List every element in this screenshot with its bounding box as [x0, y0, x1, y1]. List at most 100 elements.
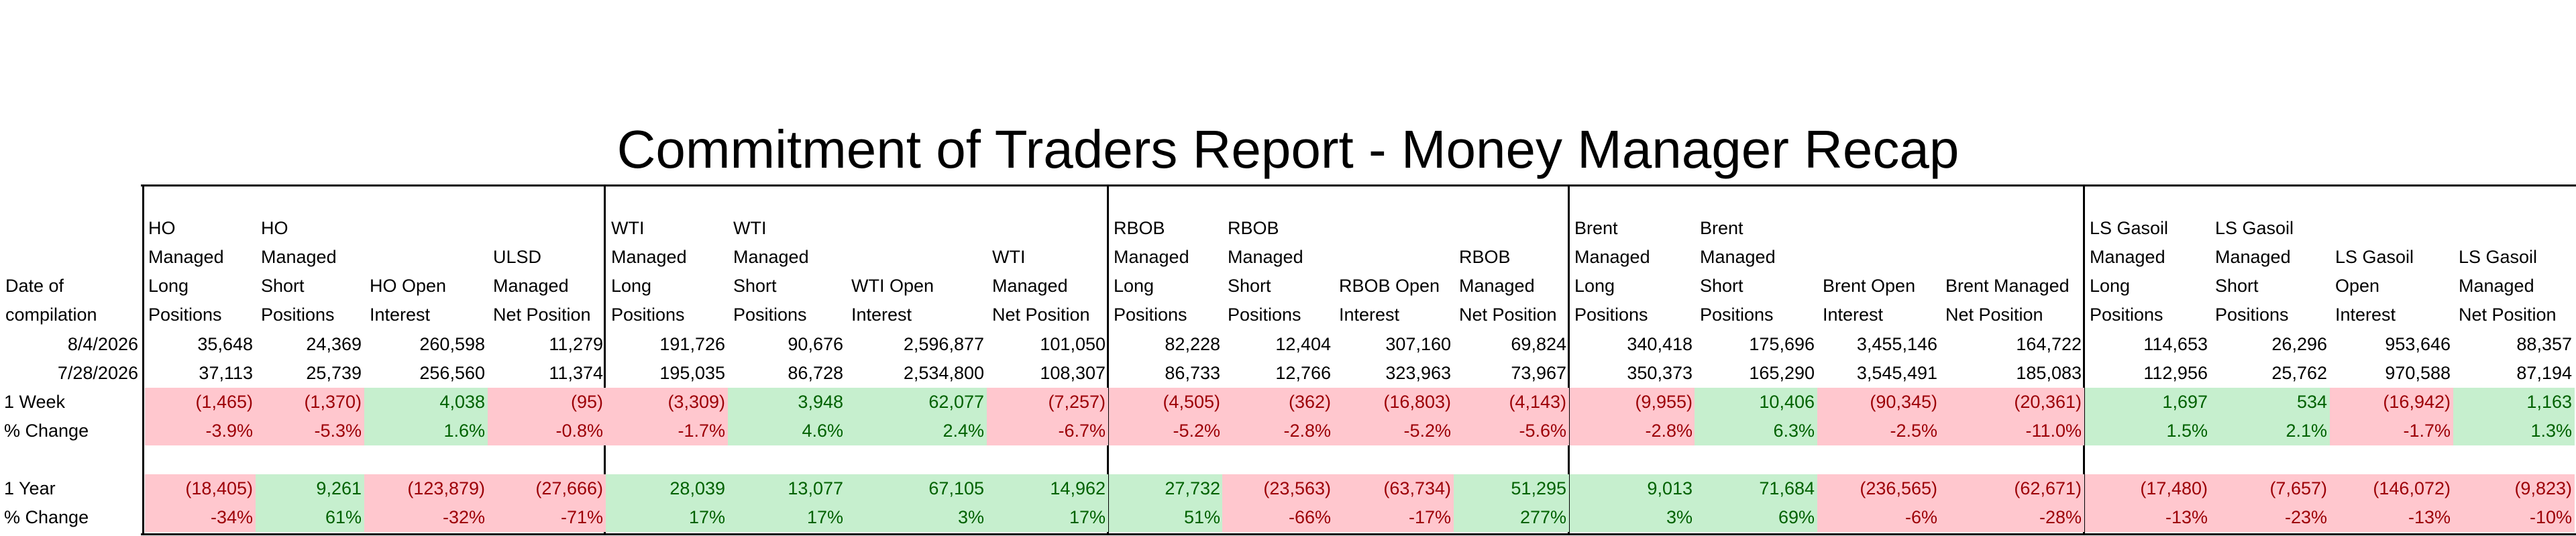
- table-cell: -3.9%: [145, 417, 256, 445]
- table-cell: 2.4%: [846, 417, 987, 445]
- group-divider: [1568, 184, 1570, 535]
- table-cell: 6.3%: [1695, 417, 1817, 445]
- table-cell: 1.6%: [364, 417, 488, 445]
- group-divider: [142, 184, 144, 535]
- table-cell: -0.8%: [488, 417, 606, 445]
- table-cell: 69%: [1695, 503, 1817, 532]
- table-cell: (16,803): [1334, 388, 1454, 417]
- column-header: RBOB Managed Net Position: [1459, 247, 1557, 325]
- column-header: HO Managed Long Positions: [148, 218, 224, 325]
- table-cell: 86,728: [788, 363, 843, 383]
- table-cell: -2.5%: [1817, 417, 1940, 445]
- table-cell: 14,962: [987, 474, 1108, 503]
- table-cell: 953,646: [2385, 334, 2451, 354]
- table-cell: 12,404: [1275, 334, 1331, 354]
- column-header: LS Gasoil Open Interest: [2335, 247, 2414, 325]
- column-header: LS Gasoil Managed Net Position: [2459, 247, 2557, 325]
- table-cell: 69,824: [1511, 334, 1566, 354]
- table-cell: (16,942): [2330, 388, 2453, 417]
- table-cell: -71%: [488, 503, 606, 532]
- table-cell: -5.3%: [256, 417, 364, 445]
- table-cell: 11,279: [549, 334, 603, 354]
- table-cell: 534: [2210, 388, 2330, 417]
- table-cell: 112,956: [2143, 363, 2208, 383]
- column-header: LS Gasoil Managed Long Positions: [2090, 218, 2169, 325]
- column-header: HO Open Interest: [370, 276, 447, 325]
- table-cell: (146,072): [2330, 474, 2453, 503]
- table-cell: (3,309): [606, 388, 728, 417]
- table-cell: 73,967: [1511, 363, 1566, 383]
- table-cell: 28,039: [606, 474, 728, 503]
- table-cell: (90,345): [1817, 388, 1940, 417]
- column-header: RBOB Managed Long Positions: [1114, 218, 1189, 325]
- table-cell: 51,295: [1454, 474, 1569, 503]
- column-header: ULSD Managed Net Position: [493, 247, 591, 325]
- table-cell: (4,505): [1109, 388, 1223, 417]
- table-cell: 114,653: [2143, 334, 2208, 354]
- table-cell: 260,598: [419, 334, 485, 354]
- table-cell: -23%: [2210, 503, 2330, 532]
- table-cell: -6%: [1817, 503, 1940, 532]
- header-date-of-compilation: Date of compilation: [5, 276, 97, 325]
- table-cell: -11.0%: [1940, 417, 2084, 445]
- table-cell: 3,948: [728, 388, 846, 417]
- table-bottom-border: [141, 533, 2576, 535]
- table-cell: 195,035: [659, 363, 725, 383]
- table-cell: 25,762: [2271, 363, 2327, 383]
- table-cell: 164,722: [2016, 334, 2082, 354]
- column-header: Brent Open Interest: [1823, 276, 1916, 325]
- row-label: 8/4/2026: [67, 334, 138, 354]
- table-cell: 12,766: [1275, 363, 1331, 383]
- table-cell: -2.8%: [1570, 417, 1695, 445]
- table-cell: 10,406: [1695, 388, 1817, 417]
- table-cell: 1,697: [2085, 388, 2210, 417]
- row-label: 1 Year: [4, 478, 56, 498]
- recap-table: Date of compilation HO Managed Long Posit…: [0, 184, 2576, 535]
- column-header: RBOB Open Interest: [1339, 276, 1440, 325]
- table-cell: 256,560: [419, 363, 485, 383]
- table-cell: 17%: [728, 503, 846, 532]
- table-cell: 101,050: [1040, 334, 1106, 354]
- table-cell: (63,734): [1334, 474, 1454, 503]
- column-header: Brent Managed Long Positions: [1574, 218, 1650, 325]
- column-header: HO Managed Short Positions: [261, 218, 337, 325]
- table-cell: 165,290: [1749, 363, 1815, 383]
- table-cell: -6.7%: [987, 417, 1108, 445]
- table-cell: 340,418: [1627, 334, 1693, 354]
- table-cell: 191,726: [659, 334, 725, 354]
- table-cell: (9,823): [2453, 474, 2575, 503]
- table-cell: (27,666): [488, 474, 606, 503]
- table-cell: 71,684: [1695, 474, 1817, 503]
- table-cell: (1,370): [256, 388, 364, 417]
- table-cell: -17%: [1334, 503, 1454, 532]
- table-cell: (362): [1222, 388, 1334, 417]
- table-cell: 2.1%: [2210, 417, 2330, 445]
- column-header: WTI Managed Net Position: [992, 247, 1090, 325]
- report-title: Commitment of Traders Report - Money Man…: [616, 119, 1960, 179]
- table-cell: 108,307: [1040, 363, 1106, 383]
- table-cell: 970,588: [2385, 363, 2451, 383]
- table-cell: 26,296: [2271, 334, 2327, 354]
- row-label: 1 Week: [4, 392, 66, 412]
- table-cell: 24,369: [306, 334, 362, 354]
- table-cell: -5.6%: [1454, 417, 1569, 445]
- table-cell: 37,113: [199, 363, 253, 383]
- table-cell: (62,671): [1940, 474, 2084, 503]
- table-cell: 61%: [256, 503, 364, 532]
- table-cell: 17%: [987, 503, 1108, 532]
- column-header: WTI Open Interest: [851, 276, 934, 325]
- table-cell: -13%: [2085, 503, 2210, 532]
- table-cell: 86,733: [1165, 363, 1220, 383]
- table-cell: 3,455,146: [1856, 334, 1937, 354]
- table-cell: -5.2%: [1109, 417, 1223, 445]
- table-cell: 307,160: [1385, 334, 1451, 354]
- table-cell: 90,676: [788, 334, 843, 354]
- table-cell: 4.6%: [728, 417, 846, 445]
- table-cell: -2.8%: [1222, 417, 1334, 445]
- table-cell: 1.5%: [2085, 417, 2210, 445]
- table-cell: (7,257): [987, 388, 1108, 417]
- table-cell: (123,879): [364, 474, 488, 503]
- table-cell: (9,955): [1570, 388, 1695, 417]
- table-cell: -34%: [145, 503, 256, 532]
- table-cell: (17,480): [2085, 474, 2210, 503]
